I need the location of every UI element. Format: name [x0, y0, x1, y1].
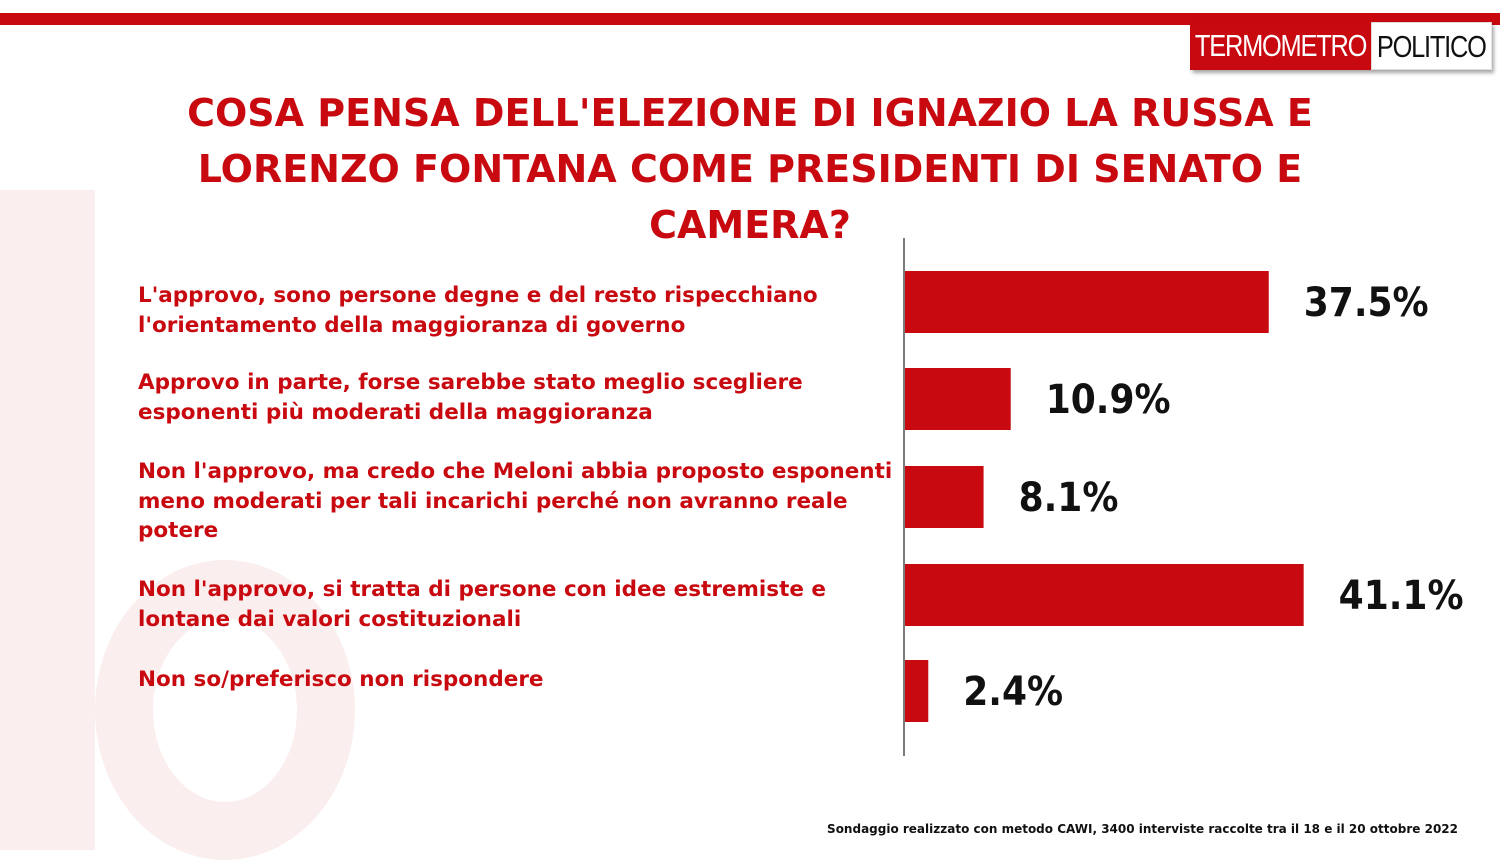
category-label-5: Non so/preferisco non rispondere [138, 667, 544, 692]
top-stripe [0, 13, 1500, 25]
data-label-3: 8.1% [1019, 475, 1119, 521]
category-label-3: Non l'approvo, ma credo che Meloni abbia… [138, 459, 893, 543]
bar-1 [905, 271, 1269, 333]
bar-4 [905, 564, 1304, 626]
bar-5 [905, 660, 929, 722]
category-label-2: Approvo in parte, forse sarebbe stato me… [138, 370, 803, 425]
data-label-5: 2.4% [963, 669, 1063, 715]
brand-logo: TERMOMETRO POLITICO [1190, 22, 1492, 70]
bar-3 [905, 466, 984, 528]
category-label-4: Non l'approvo, si tratta di persone con … [138, 577, 827, 632]
background-decoration [0, 190, 95, 850]
footnote: Sondaggio realizzato con metodo CAWI, 34… [827, 822, 1458, 836]
logo-part-1: TERMOMETRO [1190, 22, 1372, 70]
data-label-2: 10.9% [1046, 377, 1171, 423]
logo-part-2: POLITICO [1371, 22, 1492, 70]
category-label-1: L'approvo, sono persone degne e del rest… [138, 283, 818, 338]
bar-2 [905, 368, 1011, 430]
chart-title: COSA PENSA DELL'ELEZIONE DI IGNAZIO LA R… [187, 91, 1313, 247]
data-label-4: 41.1% [1339, 573, 1464, 619]
data-label-1: 37.5% [1304, 280, 1429, 326]
